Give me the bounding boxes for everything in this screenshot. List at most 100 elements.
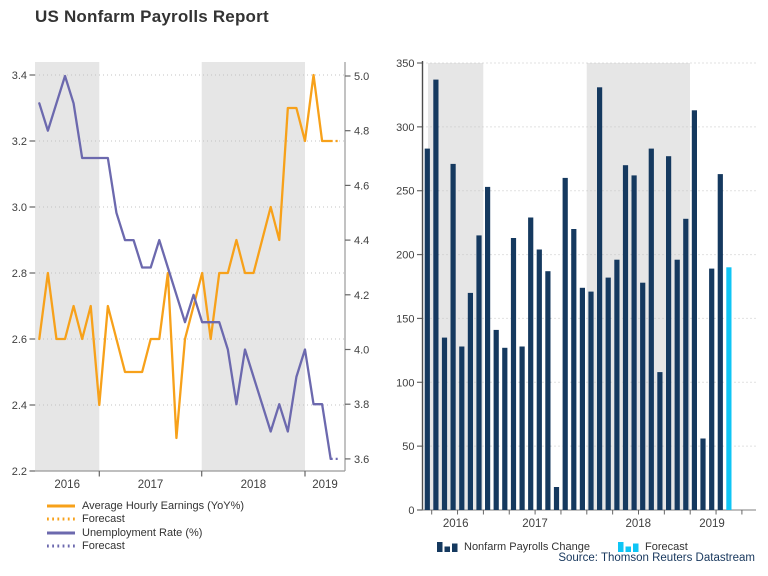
shaded-band-2018 [586,63,690,510]
year-label: 2017 [522,518,548,530]
payrolls-bar [467,292,473,510]
year-label: 2017 [138,479,164,491]
payrolls-bar [536,249,542,510]
left-axis-tick-label: 2.8 [12,268,27,280]
legend-swatch-bars [633,543,639,552]
payrolls-bar [571,229,577,510]
legend-label: Nonfarm Payrolls Change [464,541,590,553]
right-axis-tick-label: 4.4 [354,235,369,247]
legend-label: Unemployment Rate (%) [82,526,203,539]
payrolls-bar [622,165,629,510]
left-chart-legend: Average Hourly Earnings (YoY%) Forecast … [46,499,244,553]
legend-item-earnings: Average Hourly Earnings (YoY%) [46,499,244,513]
payrolls-bar [605,277,611,510]
earnings-unemployment-chart: 3.4 3.2 3.0 2.8 2.6 2.4 2.2 5.0 4.8 4.6 4.4 4.2 4.0 3… [12,62,369,491]
payrolls-bar [476,235,482,510]
left-axis-tick-label: 2.4 [12,400,27,412]
y-axis-tick-label: 250 [396,186,414,198]
payrolls-bar [700,438,706,510]
payrolls-bar-chart: 0 50 100 150 200 250 300 350 2016 2017 2018 2019 [396,58,756,530]
unemployment-line-swatch [47,531,75,535]
payrolls-bar [502,347,508,510]
y-axis-tick-label: 0 [408,505,414,517]
right-axis-tick-label: 5.0 [354,71,369,83]
left-axis-tick-label: 3.0 [12,202,27,214]
year-label: 2019 [312,479,338,491]
y-axis-tick-label: 100 [396,377,414,389]
payrolls-bar [640,282,646,510]
right-axis-tick-label: 4.8 [354,126,369,138]
left-axis-tick-label: 3.2 [12,136,27,148]
payrolls-bar [683,218,689,511]
year-label: 2016 [443,518,469,530]
right-axis-tick-label: 3.8 [354,399,369,411]
shaded-band-2018 [201,62,305,471]
legend-item-earnings-forecast: Forecast [46,513,244,527]
left-axis-tick-label: 2.6 [12,334,27,346]
payrolls-bar [510,238,517,510]
legend-item-bar-forecast: Forecast [618,540,688,554]
earnings-forecast-swatch [47,517,75,521]
left-axis-tick-label: 3.4 [12,70,27,82]
payrolls-bar [579,287,585,510]
payrolls-bar [433,79,439,510]
unemployment-forecast-swatch [47,544,75,548]
legend-label: Forecast [82,540,125,553]
payrolls-bar [666,156,672,510]
payrolls-bar [519,346,525,510]
right-axis-tick-label: 4.0 [354,345,369,357]
payrolls-bar [674,259,680,510]
left-axis-tick-label: 2.2 [12,466,27,478]
payrolls-bar [588,291,594,510]
y-axis-tick-label: 350 [396,58,414,70]
shaded-band-2016 [35,62,100,471]
payrolls-bar [424,148,430,510]
payrolls-bar [485,186,491,510]
payrolls-bar [648,148,654,510]
y-axis-tick-label: 300 [396,122,414,134]
payrolls-bar [553,487,560,510]
legend-swatch-bars [444,546,450,552]
y-axis-tick-label: 150 [396,313,414,325]
forecast-bar [726,267,732,510]
legend-label: Forecast [82,513,125,526]
payrolls-bars-swatch [437,542,458,552]
earnings-line [38,73,332,440]
year-label: 2016 [54,479,80,491]
payrolls-bar [691,110,697,511]
payrolls-bar [657,372,663,510]
legend-swatch-bars [452,543,458,552]
page-title: US Nonfarm Payrolls Report [35,7,269,26]
year-label: 2019 [699,518,725,530]
y-axis-tick-label: 50 [402,441,414,453]
forecast-bars-swatch [618,542,639,552]
payrolls-bar [528,217,534,510]
payrolls-bar [631,175,637,510]
payrolls-bar [441,337,448,510]
payrolls-bar [493,329,499,510]
y-axis-tick-label: 200 [396,250,414,262]
payrolls-bar [614,259,620,510]
legend-label: Forecast [645,541,688,553]
payrolls-bar [562,177,568,510]
payrolls-bar [717,174,723,510]
legend-item-payrolls: Nonfarm Payrolls Change [437,540,590,554]
legend-label: Average Hourly Earnings (YoY%) [82,499,245,512]
payrolls-bar [450,163,456,510]
earnings-line-swatch [47,504,75,508]
right-axis-tick-label: 3.6 [354,454,369,466]
legend-swatch-bars [625,546,631,552]
source-credit: Source: Thomson Reuters Datastream [558,552,755,564]
right-axis-tick-label: 4.6 [354,180,369,192]
legend-swatch-bars [618,542,624,552]
right-axis-tick-label: 4.2 [354,290,369,302]
payrolls-bar [459,346,465,510]
legend-item-unemployment-forecast: Forecast [46,540,244,554]
legend-swatch-bars [437,542,443,552]
year-label: 2018 [241,479,267,491]
payrolls-bar [545,271,551,510]
payrolls-bar [597,87,603,511]
legend-item-unemployment: Unemployment Rate (%) [46,526,244,540]
unemployment-line [38,74,332,461]
